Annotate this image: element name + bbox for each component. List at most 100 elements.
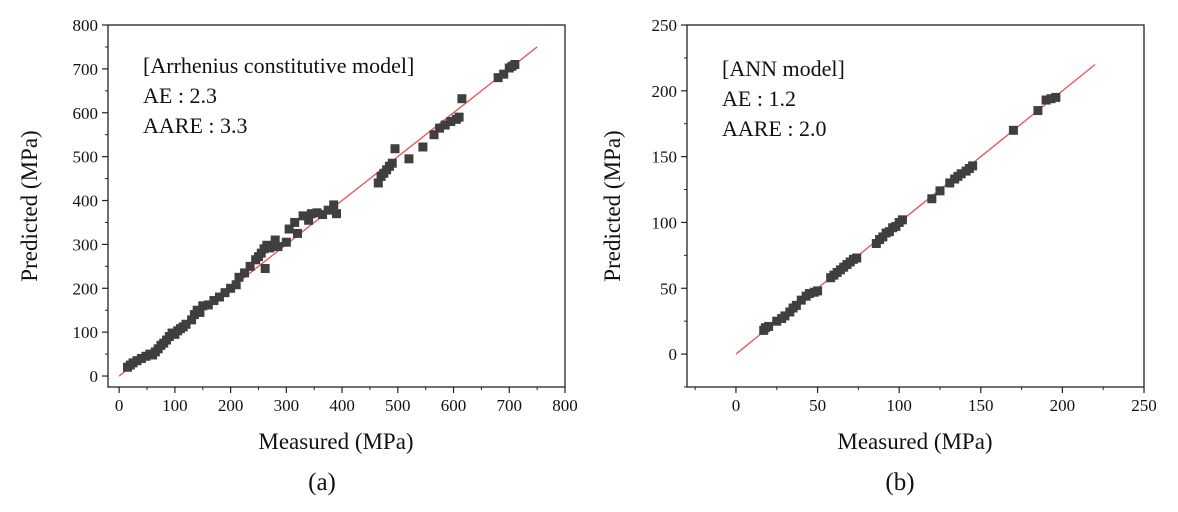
y-axis-label: Predicted (MPa) (17, 130, 42, 281)
data-point (945, 178, 955, 188)
data-points-group (759, 92, 1061, 335)
plot-area-frame (686, 24, 1145, 388)
data-point (373, 178, 383, 188)
data-point (187, 315, 197, 325)
data-point (332, 209, 341, 219)
y-tick-label: 250 (652, 16, 678, 35)
data-point (270, 235, 280, 245)
data-point (214, 292, 224, 302)
data-point (493, 73, 503, 83)
data-point (265, 243, 275, 253)
plot-area-frame (107, 24, 566, 388)
data-point (234, 272, 244, 282)
x-tick-label: 100 (886, 396, 912, 415)
panel-label: (a) (308, 469, 336, 496)
data-point (796, 295, 806, 305)
data-point (284, 224, 294, 234)
y-tick-label: 400 (73, 192, 99, 211)
y-tick-label: 100 (652, 213, 678, 232)
data-points-group (123, 59, 520, 372)
x-tick-label: 400 (329, 396, 355, 415)
x-tick-label: 0 (732, 396, 741, 415)
data-point (956, 169, 966, 179)
x-tick-label: 250 (1131, 396, 1157, 415)
data-point (281, 237, 291, 247)
data-point (457, 94, 467, 104)
x-axis-ticks: 0 100 200 300 400 500 600 700 800 (115, 387, 578, 415)
y-axis-ticks: 0 50 100 150 200 250 (652, 16, 687, 388)
data-point (304, 215, 314, 225)
y-tick-label: 0 (669, 345, 678, 364)
data-point (446, 117, 456, 127)
data-point (927, 194, 937, 204)
data-point (226, 283, 236, 293)
data-point (418, 142, 428, 152)
data-point (312, 208, 322, 218)
y-tick-label: 0 (90, 367, 99, 386)
y-tick-label: 150 (652, 148, 678, 167)
data-point (209, 296, 219, 306)
x-tick-label: 100 (162, 396, 188, 415)
y-tick-label: 500 (73, 148, 99, 167)
annotation-aare: AARE : 2.0 (722, 116, 827, 141)
y-tick-label: 700 (73, 60, 99, 79)
data-point (935, 186, 945, 196)
x-tick-label: 500 (385, 396, 411, 415)
y-axis-label: Predicted (MPa) (600, 130, 625, 281)
data-point (1046, 94, 1056, 104)
data-point (318, 210, 328, 220)
x-tick-label: 800 (552, 396, 578, 415)
data-point (181, 319, 191, 329)
x-tick-label: 50 (809, 396, 826, 415)
x-axis-label: Measured (MPa) (258, 429, 413, 454)
data-point (260, 264, 270, 274)
data-point (804, 289, 814, 299)
x-tick-label: 200 (1050, 396, 1076, 415)
annotation-ae: AE : 1.2 (722, 86, 796, 111)
y-tick-label: 300 (73, 235, 99, 254)
data-point (220, 288, 230, 298)
data-point (429, 130, 439, 140)
data-point (198, 301, 208, 311)
data-point (780, 311, 790, 321)
data-point (390, 144, 400, 154)
data-point (897, 215, 907, 225)
x-axis-ticks: 0 50 100 150 200 250 (694, 387, 1157, 415)
chart-panel-a: 0 100 200 300 400 500 600 700 800 0 100 200 300 400 5… (17, 16, 578, 496)
x-tick-label: 200 (218, 396, 244, 415)
data-point (813, 286, 823, 296)
data-point (298, 211, 308, 221)
data-point (440, 120, 450, 130)
annotation-model-title: [ANN model] (722, 56, 845, 81)
x-tick-label: 600 (441, 396, 467, 415)
y-tick-label: 800 (73, 16, 99, 35)
data-point (329, 200, 339, 210)
panel-label: (b) (885, 469, 914, 496)
data-point (306, 209, 316, 219)
data-point (292, 228, 302, 238)
y-tick-label: 100 (73, 323, 99, 342)
data-point (454, 112, 464, 122)
y-tick-label: 200 (652, 82, 678, 101)
x-tick-label: 150 (968, 396, 994, 415)
x-tick-label: 700 (497, 396, 523, 415)
y-tick-label: 200 (73, 279, 99, 298)
data-point (510, 59, 520, 69)
data-point (1008, 125, 1018, 135)
annotation-aare: AARE : 3.3 (143, 113, 248, 138)
x-tick-label: 0 (115, 396, 124, 415)
data-point (290, 217, 300, 227)
data-point (968, 161, 978, 171)
data-point (852, 253, 862, 263)
data-point (273, 242, 283, 252)
annotation-ae: AE : 2.3 (143, 83, 217, 108)
data-point (772, 316, 782, 326)
y-axis-ticks: 0 100 200 300 400 500 600 700 800 (73, 16, 108, 386)
x-axis-label: Measured (MPa) (837, 429, 992, 454)
data-point (240, 268, 250, 278)
data-point (323, 205, 333, 215)
data-point (435, 123, 445, 133)
data-point (499, 69, 509, 79)
data-point (245, 261, 255, 271)
